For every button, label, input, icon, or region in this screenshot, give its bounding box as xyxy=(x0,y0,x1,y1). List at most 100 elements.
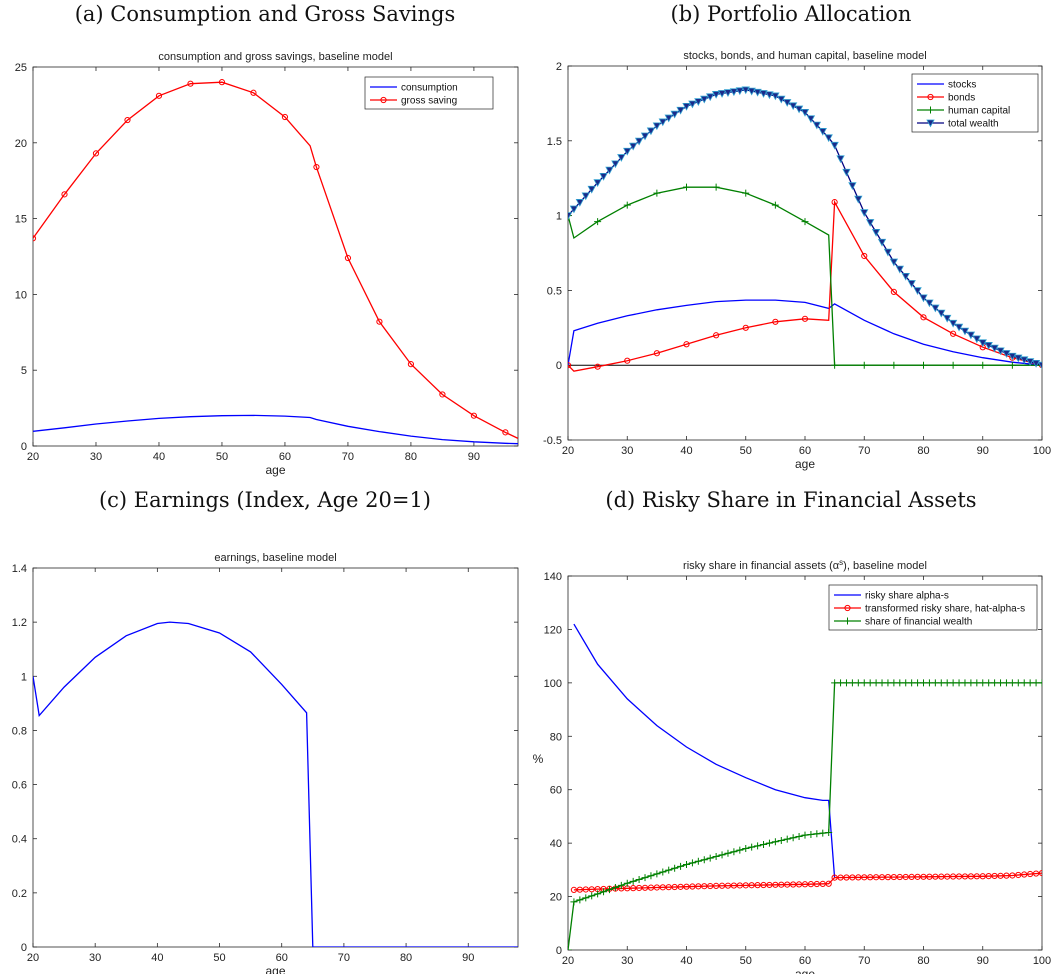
marker-share-of-financial-wealth xyxy=(754,842,762,850)
marker-total-wealth xyxy=(629,142,638,151)
marker-total-wealth xyxy=(617,154,626,162)
caption-a: (a) Consumption and Gross Savings xyxy=(74,2,456,26)
marker-share-of-financial-wealth xyxy=(949,679,957,687)
marker-transformed-risky-share-hat-alpha-s xyxy=(861,874,868,881)
marker-transformed-risky-share-hat-alpha-s xyxy=(884,874,892,881)
marker-share-of-financial-wealth xyxy=(724,849,732,857)
marker-transformed-risky-share-hat-alpha-s xyxy=(801,881,809,888)
series-series xyxy=(33,621,518,947)
marker-share-of-financial-wealth xyxy=(884,679,892,687)
series-line-gross-saving xyxy=(33,81,518,439)
marker-gross-saving xyxy=(187,80,194,87)
y-tick-label: 0 xyxy=(556,945,562,957)
marker-transformed-risky-share-hat-alpha-s xyxy=(718,882,726,889)
marker-transformed-risky-share-hat-alpha-s xyxy=(730,882,737,889)
x-tick-label: 20 xyxy=(562,445,574,457)
marker-share-of-financial-wealth xyxy=(611,883,619,891)
y-tick-label: 1.5 xyxy=(547,136,562,148)
marker-share-of-financial-wealth xyxy=(783,835,791,843)
y-tick-label: 0.5 xyxy=(547,285,562,297)
series-total-wealth xyxy=(568,86,1042,370)
marker-total-wealth xyxy=(794,105,804,114)
legend-marker-transformed-risky-share-hat-alpha-s xyxy=(844,604,851,612)
y-tick-label: 40 xyxy=(550,838,562,850)
marker-transformed-risky-share-hat-alpha-s xyxy=(778,881,785,888)
y-tick-label: 5 xyxy=(21,365,27,377)
legend-box xyxy=(364,76,494,110)
marker-total-wealth xyxy=(842,168,851,177)
legend-marker-total-wealth xyxy=(926,119,935,128)
marker-share-of-financial-wealth xyxy=(854,679,862,687)
marker-total-wealth xyxy=(723,89,733,97)
marker-share-of-financial-wealth xyxy=(890,679,898,687)
marker-transformed-risky-share-hat-alpha-s xyxy=(831,874,838,881)
marker-share-of-financial-wealth xyxy=(902,679,910,687)
series-line-bonds xyxy=(568,199,1042,372)
x-tick-label: 60 xyxy=(799,955,811,967)
y-tick-label: 0 xyxy=(21,942,27,954)
legend-label-consumption: consumption xyxy=(401,83,458,94)
marker-total-wealth xyxy=(1002,350,1011,358)
marker-human-capital xyxy=(949,361,957,369)
y-tick-label: 80 xyxy=(550,731,562,743)
x-tick-label: 90 xyxy=(977,955,989,967)
marker-transformed-risky-share-hat-alpha-s xyxy=(790,881,797,888)
x-axis-label: age xyxy=(795,967,815,974)
marker-total-wealth xyxy=(848,182,857,191)
marker-human-capital xyxy=(1008,361,1016,369)
marker-share-of-financial-wealth xyxy=(730,848,738,856)
marker-transformed-risky-share-hat-alpha-s xyxy=(582,886,589,893)
x-tick-label: 40 xyxy=(680,445,692,457)
marker-transformed-risky-share-hat-alpha-s xyxy=(967,873,974,880)
marker-share-of-financial-wealth xyxy=(831,679,839,687)
marker-transformed-risky-share-hat-alpha-s xyxy=(671,883,678,891)
marker-share-of-financial-wealth xyxy=(700,856,708,864)
legend-label-transformed-risky-share-hat-alpha-s: transformed risky share, hat-alpha-s xyxy=(865,604,1025,615)
y-axis-label: % xyxy=(533,752,544,766)
marker-transformed-risky-share-hat-alpha-s xyxy=(647,884,655,891)
marker-share-of-financial-wealth xyxy=(837,679,845,687)
y-tick-label: 0 xyxy=(21,441,27,453)
marker-share-of-financial-wealth xyxy=(967,679,975,687)
marker-total-wealth xyxy=(581,192,590,201)
marker-transformed-risky-share-hat-alpha-s xyxy=(973,873,980,880)
marker-share-of-financial-wealth xyxy=(943,679,951,687)
chart-b: stocks, bonds, and human capital, baseli… xyxy=(527,0,1055,487)
marker-share-of-financial-wealth xyxy=(629,877,637,885)
marker-bonds xyxy=(594,363,601,370)
y-tick-label: 0.6 xyxy=(12,780,27,792)
marker-bonds xyxy=(568,362,572,369)
marker-share-of-financial-wealth xyxy=(997,679,1005,687)
marker-transformed-risky-share-hat-alpha-s xyxy=(997,872,1004,879)
marker-total-wealth xyxy=(623,147,632,156)
x-tick-label: 50 xyxy=(213,952,225,964)
marker-human-capital xyxy=(801,218,809,226)
legend-marker-share-of-financial-wealth xyxy=(844,617,851,625)
marker-transformed-risky-share-hat-alpha-s xyxy=(766,881,773,889)
marker-bonds xyxy=(890,288,897,295)
y-tick-label: 25 xyxy=(15,62,27,74)
marker-transformed-risky-share-hat-alpha-s xyxy=(849,874,856,881)
x-tick-label: 70 xyxy=(858,445,870,457)
marker-transformed-risky-share-hat-alpha-s xyxy=(742,882,749,889)
marker-transformed-risky-share-hat-alpha-s xyxy=(748,882,755,889)
marker-human-capital xyxy=(771,201,779,209)
marker-total-wealth xyxy=(806,115,816,124)
marker-share-of-financial-wealth xyxy=(920,679,927,687)
chart-d-svg: risky share in financial assets (αs), ba… xyxy=(533,558,1052,974)
marker-total-wealth xyxy=(1014,354,1023,363)
y-tick-label: 0.8 xyxy=(12,725,27,737)
marker-total-wealth xyxy=(966,331,976,340)
marker-human-capital xyxy=(890,361,898,369)
y-tick-label: 1.4 xyxy=(12,563,27,575)
marker-gross-saving xyxy=(33,235,37,242)
x-tick-label: 100 xyxy=(1033,955,1051,967)
marker-total-wealth xyxy=(901,272,910,281)
marker-transformed-risky-share-hat-alpha-s xyxy=(1009,872,1016,879)
marker-transformed-risky-share-hat-alpha-s xyxy=(985,873,992,880)
marker-transformed-risky-share-hat-alpha-s xyxy=(955,873,963,880)
marker-transformed-risky-share-hat-alpha-s xyxy=(784,881,791,888)
series-line-risky-share-alpha-s xyxy=(573,623,836,878)
marker-gross-saving xyxy=(376,318,383,325)
series-line-transformed-risky-share-hat-alpha-s xyxy=(573,872,1042,891)
